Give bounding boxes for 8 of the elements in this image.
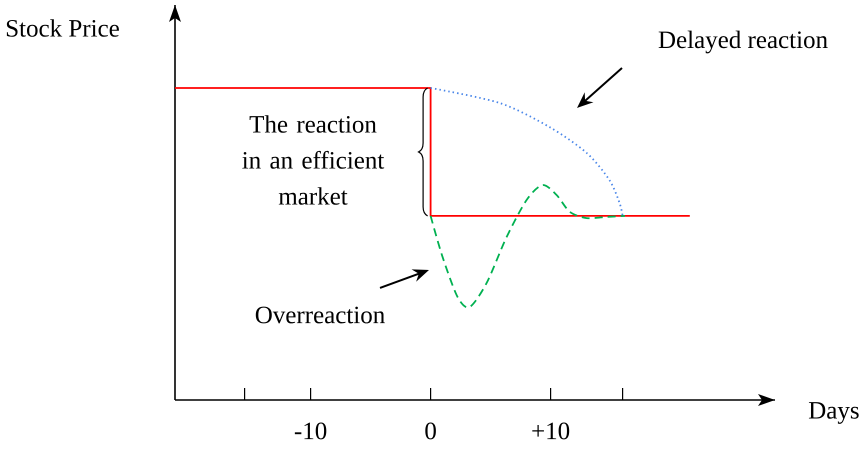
x-tick-label: +10 [532, 422, 570, 440]
annotation: The reaction in an efficient market [242, 115, 384, 205]
annotation: Overreaction [256, 306, 385, 324]
text: Delayed reaction [658, 30, 828, 54]
x-tick-label: -10 [294, 422, 326, 440]
y-axis-title: Stock Price [6, 19, 119, 37]
x-axis-title: Days [808, 402, 859, 424]
x-tick-label: 0 [425, 422, 436, 440]
